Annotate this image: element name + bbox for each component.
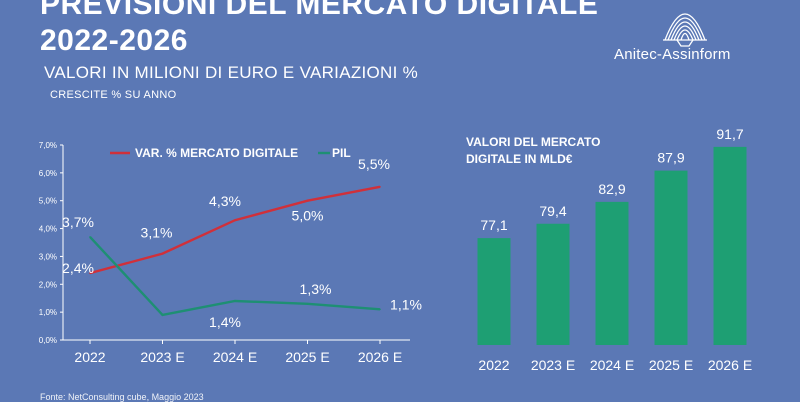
bar-chart: VALORI DEL MERCATO DIGITALE IN MLD€ 77,1 20… bbox=[466, 126, 752, 373]
bar-value-label: 77,1 bbox=[480, 217, 507, 233]
y-tick-label: 7,0% bbox=[39, 141, 57, 150]
legend-pil-label: PIL bbox=[332, 146, 351, 160]
bar bbox=[713, 146, 747, 345]
bar-value-label: 82,9 bbox=[598, 181, 625, 197]
x-tick-label: 2022 bbox=[74, 349, 105, 365]
data-label: 5,0% bbox=[292, 208, 324, 224]
bar-category-label: 2025 E bbox=[649, 357, 693, 373]
source-note: Fonte: NetConsulting cube, Maggio 2023 bbox=[40, 392, 204, 402]
page-title-line1: PREVISIONI DEL MERCATO DIGITALE bbox=[40, 0, 599, 21]
x-tick-label: 2025 E bbox=[285, 349, 329, 365]
x-tick-label: 2023 E bbox=[140, 349, 184, 365]
page-title-line2: 2022-2026 bbox=[40, 24, 188, 57]
bar-category-label: 2026 E bbox=[708, 357, 752, 373]
shell-logo-icon bbox=[663, 13, 707, 47]
data-point bbox=[379, 185, 381, 188]
legend-market-label: VAR. % MERCATO DIGITALE bbox=[135, 146, 298, 160]
y-tick-label: 2,0% bbox=[39, 280, 57, 289]
bar bbox=[595, 201, 629, 345]
y-tick-label: 0,0% bbox=[39, 336, 57, 345]
bar bbox=[536, 223, 570, 345]
bar-value-label: 91,7 bbox=[716, 126, 743, 142]
page-subsubtitle: CRESCITE % SU ANNO bbox=[50, 89, 177, 101]
data-label: 3,7% bbox=[62, 214, 94, 230]
pil-series-line bbox=[89, 236, 381, 317]
data-label: 1,4% bbox=[209, 314, 241, 330]
data-point bbox=[161, 252, 164, 255]
bar-category-label: 2023 E bbox=[531, 357, 575, 373]
y-tick-label: 5,0% bbox=[39, 197, 57, 206]
data-label: 1,1% bbox=[390, 296, 422, 312]
data-point bbox=[234, 300, 236, 302]
y-tick-label: 3,0% bbox=[39, 252, 57, 261]
y-tick-label: 4,0% bbox=[39, 225, 57, 234]
bar-chart-title-line1: VALORI DEL MERCATO bbox=[466, 135, 600, 149]
x-tick-label: 2024 E bbox=[213, 349, 257, 365]
data-point bbox=[306, 199, 309, 202]
x-tick-label: 2026 E bbox=[358, 349, 402, 365]
data-label: 1,3% bbox=[300, 281, 332, 297]
bar-category-label: 2022 bbox=[478, 357, 509, 373]
bar bbox=[477, 238, 511, 345]
data-point bbox=[161, 314, 164, 316]
y-tick-label: 1,0% bbox=[39, 308, 57, 317]
data-point bbox=[89, 272, 91, 274]
bar-value-label: 87,9 bbox=[657, 150, 684, 166]
page-subtitle: VALORI IN MILIONI DI EURO E VARIAZIONI % bbox=[44, 63, 419, 82]
data-label: 4,3% bbox=[209, 193, 241, 209]
data-label: 5,5% bbox=[358, 156, 390, 172]
y-tick-label: 6,0% bbox=[39, 169, 57, 178]
logo-text: Anitec-Assinform bbox=[614, 46, 731, 63]
data-point bbox=[306, 302, 309, 305]
bar-value-label: 79,4 bbox=[539, 203, 566, 219]
line-chart: 0,0% 1,0% 2,0% 3,0% 4,0% 5,0% 6,0% 7,0% 2022 2023… bbox=[39, 141, 422, 365]
bar-category-label: 2024 E bbox=[590, 357, 634, 373]
bar bbox=[654, 170, 688, 345]
data-point bbox=[89, 236, 91, 238]
data-point bbox=[234, 219, 236, 222]
data-point bbox=[379, 308, 381, 311]
data-label: 3,1% bbox=[141, 225, 173, 241]
bar-chart-title-line2: DIGITALE IN MLD€ bbox=[466, 152, 573, 166]
data-label: 2,4% bbox=[62, 260, 94, 276]
